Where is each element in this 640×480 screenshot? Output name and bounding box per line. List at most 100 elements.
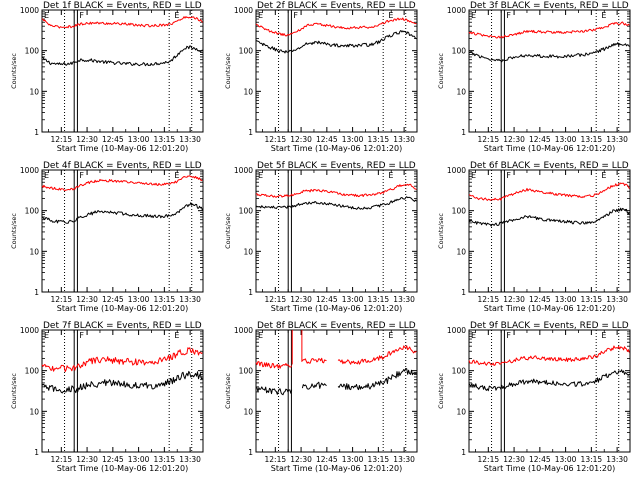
x-tick-label: 13:30	[179, 295, 201, 304]
x-tick-label: 12:30	[290, 455, 312, 464]
x-tick-label: 12:45	[316, 135, 338, 144]
panel-title: Det 2f BLACK = Events, RED = LLD	[257, 1, 416, 11]
x-tick-label: 12:15	[478, 135, 500, 144]
series-lld-line	[255, 183, 417, 198]
y-tick-label: 1000	[20, 6, 39, 15]
x-tick-label: 12:15	[478, 455, 500, 464]
region-marker: E	[174, 11, 179, 20]
x-tick-label: 13:30	[393, 295, 415, 304]
x-tick-label: 13:00	[128, 135, 150, 144]
y-tick-label: 1000	[20, 166, 39, 175]
region-marker: F	[506, 171, 511, 180]
x-tick-label: 12:30	[76, 135, 98, 144]
y-axis-label: Counts/sec	[10, 213, 18, 249]
x-axis-label: Start Time (10-May-06 12:01:20)	[57, 304, 188, 313]
region-marker: F	[79, 331, 84, 340]
panel-title: Det 3f BLACK = Events, RED = LLD	[470, 1, 629, 11]
x-tick-label: 13:30	[606, 135, 628, 144]
series-events-line	[255, 30, 417, 54]
y-tick-label: 1000	[234, 326, 253, 335]
x-tick-label: 12:45	[102, 135, 124, 144]
x-tick-label: 12:45	[529, 295, 551, 304]
y-tick-label: 1	[34, 288, 39, 297]
plot-frame	[468, 9, 631, 133]
series-lld-line	[301, 357, 327, 364]
x-tick-label: 13:00	[342, 295, 364, 304]
plot-frame	[255, 9, 418, 133]
x-tick-label: 12:45	[316, 295, 338, 304]
panel-det-3f: Det 3f BLACK = Events, RED = LLD 1 10 100 10…	[437, 1, 631, 153]
x-tick-label: 12:15	[265, 135, 287, 144]
y-tick-label: 1000	[234, 166, 253, 175]
plot-frame	[468, 329, 631, 453]
plot-frame	[255, 169, 418, 293]
region-marker: E	[388, 331, 393, 340]
x-axis-label: Start Time (10-May-06 12:01:20)	[484, 304, 615, 313]
y-tick-label: 10	[29, 87, 39, 96]
x-tick-label: 12:30	[503, 295, 525, 304]
series-lld-line	[41, 175, 203, 191]
series-events-line	[301, 381, 327, 390]
x-tick-label: 12:45	[529, 455, 551, 464]
y-tick-label: 100	[25, 367, 40, 376]
panel-det-4f: Det 4f BLACK = Events, RED = LLD 1 10 100 10…	[10, 161, 204, 313]
y-tick-label: 10	[243, 247, 253, 256]
x-axis-label: Start Time (10-May-06 12:01:20)	[271, 304, 402, 313]
x-tick-label: 12:15	[51, 455, 73, 464]
x-tick-label: 12:30	[290, 135, 312, 144]
region-marker: E	[388, 11, 393, 20]
region-marker: F	[293, 11, 298, 20]
panel-title: Det 8f BLACK = Events, RED = LLD	[257, 321, 416, 331]
y-tick-label: 10	[456, 87, 466, 96]
x-tick-label: 12:15	[51, 295, 73, 304]
x-tick-label: 13:00	[555, 135, 577, 144]
plot-frame	[255, 329, 418, 453]
plot-frame	[41, 329, 204, 453]
y-tick-label: 100	[452, 207, 467, 216]
series-lld-line	[41, 347, 203, 373]
x-tick-label: 13:15	[154, 135, 176, 144]
region-marker: E	[258, 11, 263, 20]
series-lld-line	[255, 361, 293, 369]
panel-title: Det 7f BLACK = Events, RED = LLD	[43, 321, 202, 331]
series-lld-line	[255, 17, 417, 37]
x-tick-label: 13:00	[128, 455, 150, 464]
x-tick-label: 13:15	[368, 295, 390, 304]
series-lld-line	[468, 345, 630, 366]
series-events-line	[337, 368, 417, 391]
x-tick-label: 12:15	[265, 455, 287, 464]
x-tick-label: 12:30	[76, 455, 98, 464]
y-tick-label: 1	[248, 288, 253, 297]
region-marker: E	[601, 331, 606, 340]
region-marker: E	[44, 171, 49, 180]
series-lld-line	[468, 21, 630, 39]
y-tick-label: 1	[461, 448, 466, 457]
y-axis-label: Counts/sec	[10, 53, 18, 89]
y-tick-label: 100	[25, 207, 40, 216]
series-lld-line	[41, 16, 203, 29]
y-axis-label: Counts/sec	[437, 373, 445, 409]
y-axis-label: Counts/sec	[437, 213, 445, 249]
x-tick-label: 13:30	[606, 295, 628, 304]
x-tick-label: 13:30	[606, 455, 628, 464]
series-events-line	[255, 386, 293, 396]
x-tick-label: 12:45	[102, 295, 124, 304]
y-tick-label: 1	[461, 128, 466, 137]
panel-det-8f: Det 8f BLACK = Events, RED = LLD 1 10 100 10…	[224, 321, 418, 473]
series-events-line	[41, 370, 203, 394]
x-axis-label: Start Time (10-May-06 12:01:20)	[271, 144, 402, 153]
series-events-line	[468, 207, 630, 227]
region-marker: F	[79, 171, 84, 180]
x-axis-label: Start Time (10-May-06 12:01:20)	[484, 144, 615, 153]
x-tick-label: 13:15	[581, 455, 603, 464]
panel-title: Det 5f BLACK = Events, RED = LLD	[257, 161, 416, 171]
region-marker: E	[174, 171, 179, 180]
y-tick-label: 1000	[447, 326, 466, 335]
x-tick-label: 13:30	[393, 135, 415, 144]
y-tick-label: 10	[243, 407, 253, 416]
y-tick-label: 100	[452, 367, 467, 376]
region-marker: E	[471, 11, 476, 20]
x-tick-label: 13:15	[154, 455, 176, 464]
x-axis-label: Start Time (10-May-06 12:01:20)	[57, 464, 188, 473]
